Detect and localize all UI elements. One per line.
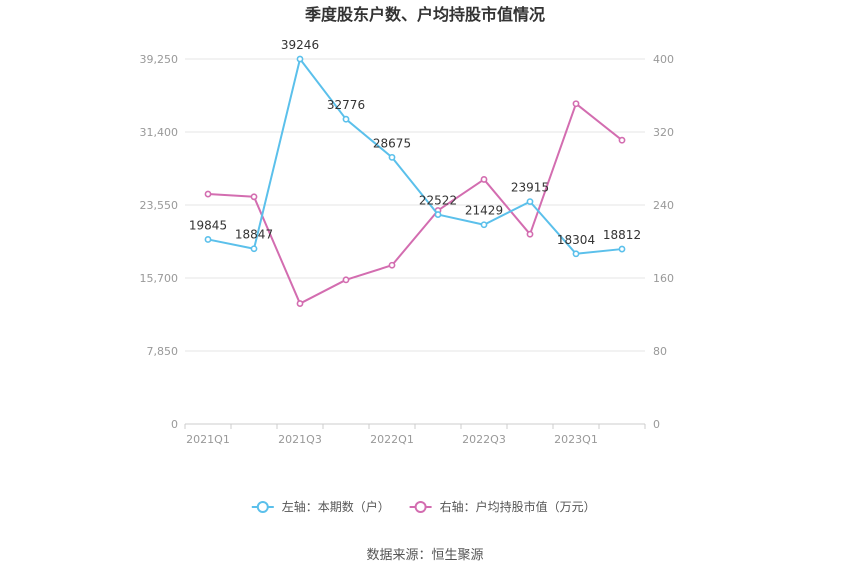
- right-series-point: [204, 190, 212, 198]
- x-axis-tick-label: 2022Q1: [370, 433, 414, 446]
- data-label: 18304: [557, 233, 595, 247]
- right-axis-tick-label: 240: [653, 199, 674, 212]
- left-series-point: [526, 198, 534, 206]
- data-label: 18847: [235, 228, 273, 242]
- left-series-point: [434, 211, 442, 218]
- data-label: 23915: [511, 181, 549, 195]
- legend-swatch-marker: [414, 501, 427, 513]
- left-series-point: [342, 115, 350, 123]
- right-axis-tick-label: 400: [653, 53, 674, 66]
- x-axis-tick-label: 2022Q3: [462, 433, 506, 446]
- left-axis-tick-label: 31,400: [140, 126, 179, 139]
- right-series-line: [207, 102, 623, 305]
- right-axis-tick-label: 0: [653, 418, 660, 431]
- legend-label: 左轴：本期数（户）: [282, 499, 390, 514]
- data-label: 39246: [281, 38, 319, 52]
- right-series-point: [388, 261, 396, 269]
- data-labels: 19845 18847 39246 32776 28675 22522 21429 23915…: [189, 38, 641, 247]
- x-axis-ticks: 2021Q1 2021Q3 2022Q1 2022Q3 2023Q1: [184, 424, 646, 446]
- left-series-point: [296, 55, 304, 63]
- data-label: 21429: [465, 204, 503, 218]
- right-series-point: [342, 276, 350, 284]
- data-label: 28675: [373, 136, 411, 150]
- data-label: 22522: [419, 194, 457, 208]
- x-axis-tick-label: 2021Q1: [186, 433, 230, 446]
- source-note: 数据来源：恒生聚源: [366, 548, 483, 563]
- left-series-point: [480, 221, 488, 229]
- left-series-point: [204, 236, 212, 243]
- chart-title: 季度股东户数、户均持股市值情况: [304, 5, 545, 24]
- left-series-point: [388, 153, 396, 161]
- grid: [185, 58, 645, 425]
- left-series-point: [250, 245, 258, 253]
- series-layer: [204, 55, 626, 307]
- left-axis-tick-label: 15,700: [140, 272, 179, 285]
- left-axis-tick-label: 7,850: [147, 345, 179, 358]
- legend[interactable]: 左轴：本期数（户） 右轴：户均持股市值（万元）: [251, 499, 596, 514]
- right-series-point: [250, 193, 258, 201]
- right-axis-ticks: 0 80 160 240 320 400: [653, 53, 674, 431]
- right-series-point: [526, 230, 534, 238]
- right-series-point: [618, 136, 626, 144]
- left-axis-tick-label: 39,250: [140, 53, 179, 66]
- left-axis-ticks: 0 7,850 15,700 23,550 31,400 39,250: [140, 53, 179, 431]
- right-axis-tick-label: 80: [653, 345, 667, 358]
- left-series-point: [572, 250, 580, 258]
- left-series-point: [618, 245, 626, 253]
- x-axis-tick-label: 2023Q1: [554, 433, 598, 446]
- right-series-point: [572, 100, 580, 108]
- left-series-line: [207, 58, 623, 255]
- right-axis-tick-label: 160: [653, 272, 674, 285]
- right-series-point: [480, 176, 488, 183]
- left-axis-tick-label: 0: [171, 418, 178, 431]
- data-label: 19845: [189, 218, 227, 232]
- right-axis-tick-label: 320: [653, 126, 674, 139]
- left-axis-tick-label: 23,550: [140, 199, 179, 212]
- right-series-point: [296, 300, 304, 307]
- data-label: 32776: [327, 98, 365, 112]
- data-label: 18812: [603, 228, 641, 242]
- legend-swatch-marker: [256, 501, 269, 513]
- x-axis-tick-label: 2021Q3: [278, 433, 322, 446]
- legend-label: 右轴：户均持股市值（万元）: [440, 499, 596, 514]
